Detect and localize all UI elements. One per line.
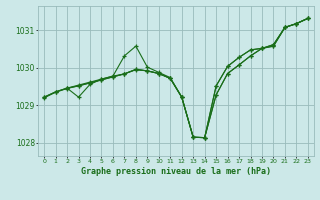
X-axis label: Graphe pression niveau de la mer (hPa): Graphe pression niveau de la mer (hPa) [81, 167, 271, 176]
